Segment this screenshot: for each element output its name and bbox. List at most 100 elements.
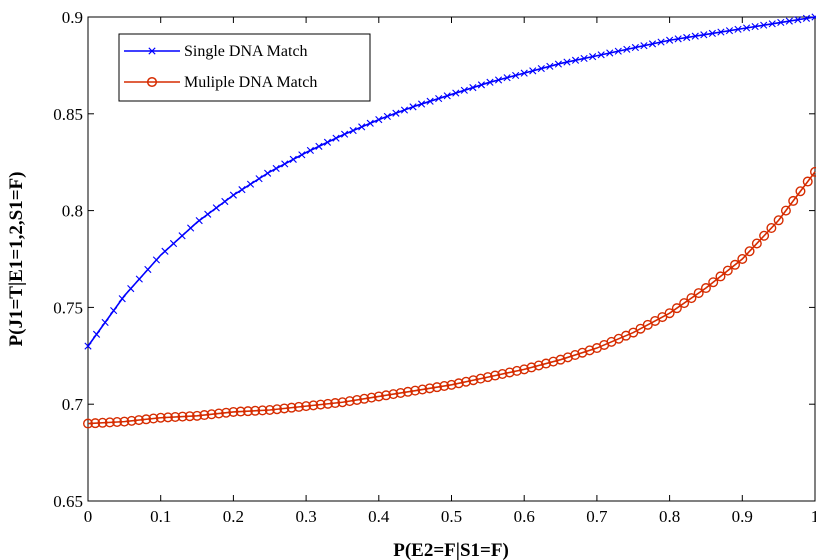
data-point (192, 410, 203, 421)
data-point (734, 25, 742, 33)
data-point (486, 78, 494, 86)
data-point (400, 106, 409, 114)
data-point (597, 51, 605, 59)
data-point (375, 116, 383, 124)
data-point (97, 417, 108, 428)
data-point (431, 382, 442, 393)
data-point (410, 385, 421, 396)
x-tick-label: 0 (84, 507, 93, 526)
x-tick-label: 0.5 (441, 507, 462, 526)
data-point (221, 197, 229, 206)
data-point (392, 109, 400, 117)
data-point (359, 393, 370, 404)
data-point (802, 176, 813, 187)
data-point (482, 372, 493, 383)
x-tick-label: 0.1 (150, 507, 171, 526)
data-point (133, 415, 144, 426)
data-point (686, 293, 697, 304)
data-point (541, 358, 552, 369)
series-layer (82, 13, 816, 429)
y-tick-label: 0.9 (62, 8, 83, 27)
data-point (537, 64, 545, 73)
data-point (228, 406, 239, 417)
data-point (178, 232, 186, 240)
data-point (751, 238, 762, 249)
data-point (584, 345, 595, 356)
data-point (332, 134, 340, 142)
data-point (144, 265, 152, 274)
data-point (760, 21, 768, 29)
data-point (529, 67, 537, 75)
data-point (417, 100, 426, 108)
data-point (152, 256, 161, 264)
data-point (785, 17, 793, 25)
legend-label-multiple: Muliple DNA Match (184, 74, 317, 91)
data-point (490, 370, 501, 381)
data-point (187, 224, 195, 232)
data-point (366, 392, 377, 403)
data-point (794, 16, 802, 24)
data-point (315, 399, 326, 410)
data-point (306, 146, 314, 155)
data-point (246, 180, 255, 188)
data-point (788, 195, 799, 206)
data-point (381, 390, 392, 401)
data-point (503, 74, 511, 82)
data-point (417, 384, 428, 395)
data-point (238, 186, 246, 194)
data-point (700, 283, 711, 294)
data-point (126, 415, 137, 426)
data-point (453, 378, 464, 389)
data-point (708, 29, 716, 37)
data-point (358, 123, 366, 131)
data-point (460, 86, 468, 94)
data-point (519, 364, 530, 375)
data-point (657, 38, 665, 46)
data-point (742, 24, 751, 32)
data-point (439, 381, 450, 392)
y-tick-label: 0.8 (62, 202, 83, 221)
data-point (250, 405, 261, 416)
data-point (512, 71, 520, 80)
data-point (533, 360, 544, 371)
data-point (264, 405, 275, 416)
data-point (674, 35, 682, 43)
data-point (242, 406, 253, 417)
data-point (112, 417, 123, 428)
data-point (119, 416, 130, 427)
data-point (148, 413, 159, 424)
data-point (722, 265, 733, 276)
data-point (580, 54, 588, 63)
data-point (424, 383, 435, 394)
data-point (737, 253, 748, 264)
data-point (383, 112, 391, 121)
data-point (127, 285, 135, 293)
data-point (204, 210, 212, 218)
legend-box (118, 33, 371, 102)
data-point (221, 407, 232, 418)
data-point (469, 84, 477, 92)
data-point (777, 18, 785, 27)
data-point (766, 223, 777, 234)
data-point (177, 411, 188, 422)
legend-marker-multiple (146, 76, 158, 88)
data-point (84, 342, 92, 350)
data-point (135, 275, 143, 283)
data-point (435, 94, 443, 103)
data-point (725, 27, 734, 35)
data-point (323, 138, 332, 146)
data-point (526, 362, 537, 373)
y-tick-labels: 0.65 0.7 0.75 0.8 0.85 0.9 (53, 8, 83, 511)
data-point (504, 367, 515, 378)
data-point (715, 271, 726, 282)
x-axis-label: P(E2=F|S1=F) (393, 540, 509, 560)
x-tick-label: 1 (811, 507, 816, 526)
data-point (810, 166, 816, 177)
data-point (337, 397, 348, 408)
data-point (571, 56, 580, 64)
data-point (520, 69, 528, 77)
data-point (298, 151, 306, 159)
data-point (82, 418, 93, 429)
data-point (679, 298, 690, 309)
